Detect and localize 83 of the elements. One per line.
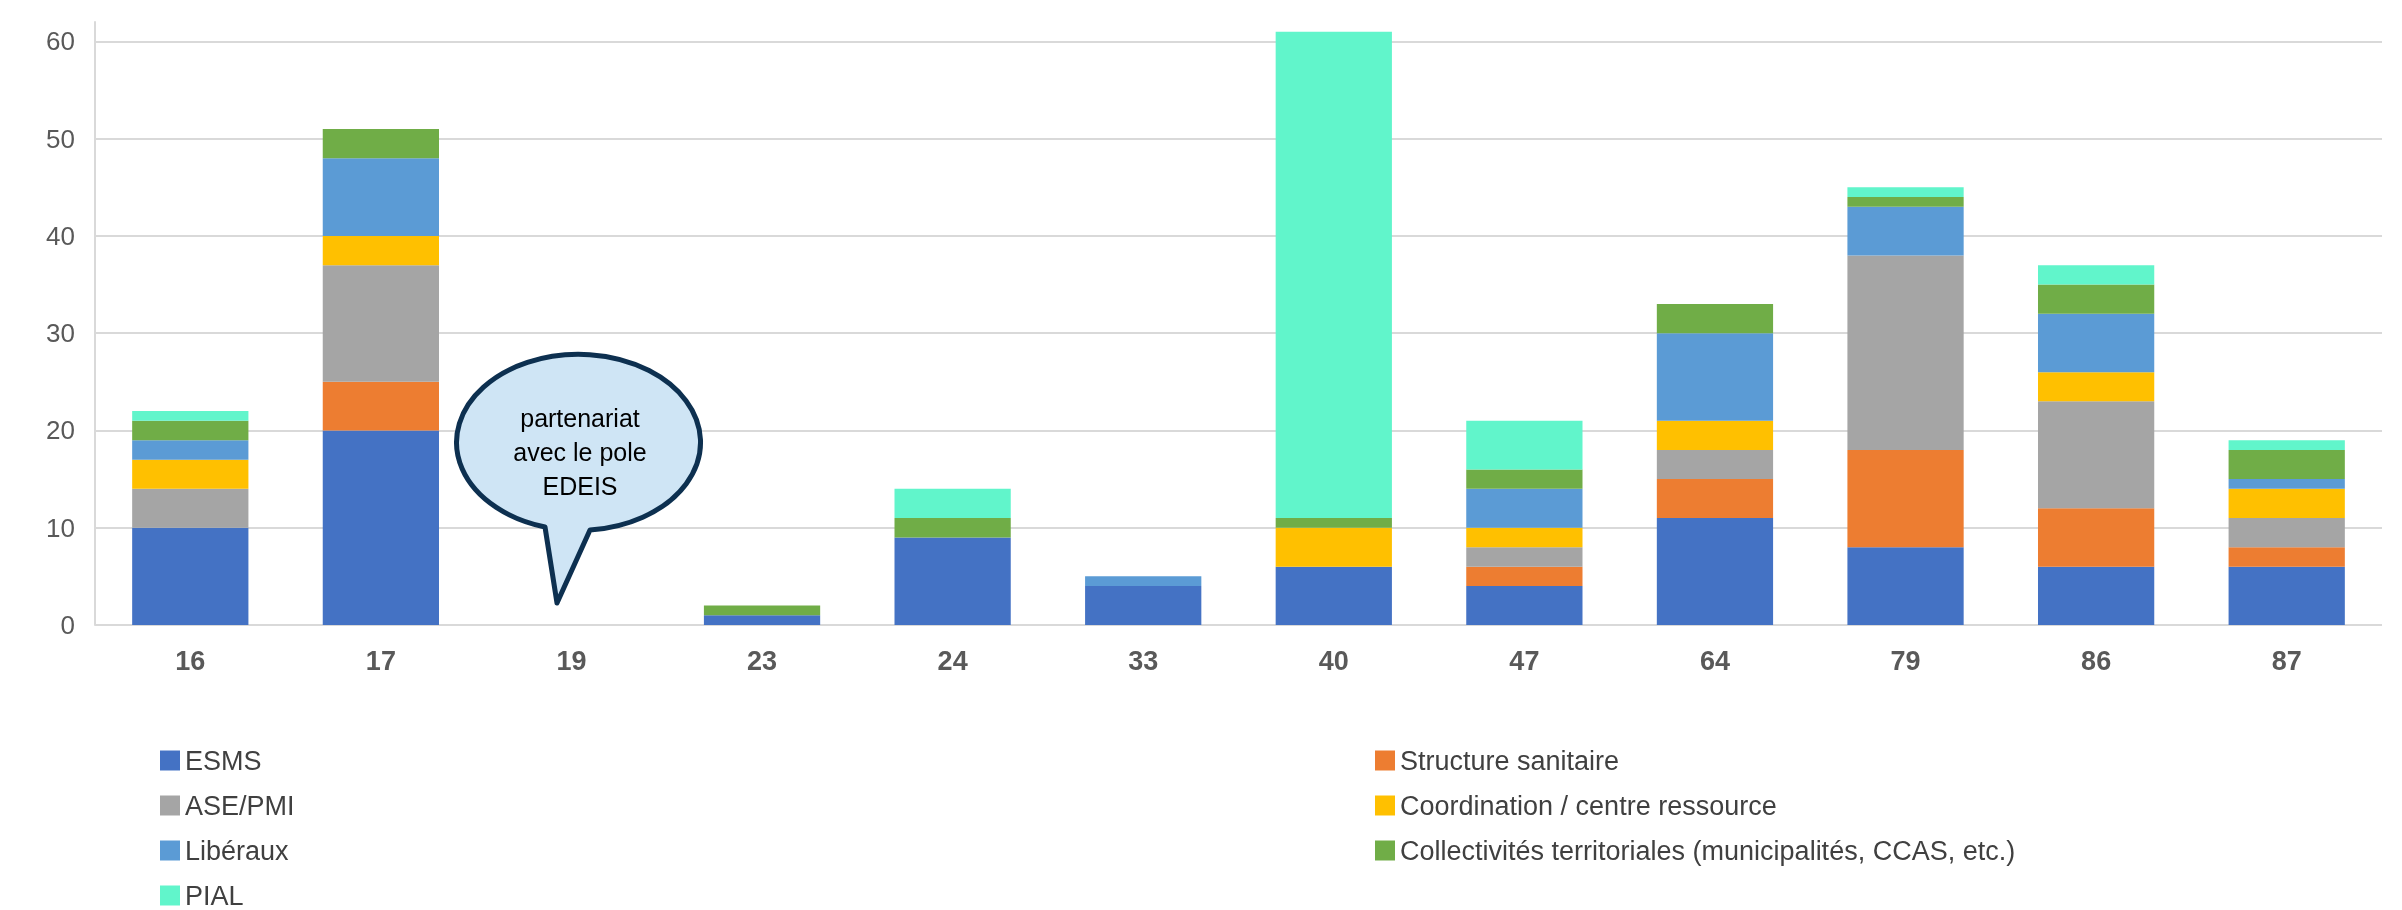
x-tick-label: 23: [747, 645, 778, 676]
bar: [2038, 313, 2155, 373]
legend-label: Structure sanitaire: [1400, 745, 1620, 776]
y-tick-label: 50: [46, 123, 75, 154]
bar: [322, 235, 439, 266]
x-tick-label: 19: [556, 645, 587, 676]
x-tick-label: 40: [1318, 645, 1349, 676]
bar: [132, 411, 249, 421]
annotation: partenariat avec le pole EDEIS: [512, 403, 648, 502]
x-tick-label: 47: [1509, 645, 1540, 676]
x-tick-label: 16: [175, 645, 206, 676]
legend-label: ESMS: [185, 745, 262, 776]
bar: [132, 440, 249, 460]
bar: [132, 527, 249, 625]
bar: [1847, 255, 1964, 450]
bar: [1275, 518, 1392, 528]
bar: [894, 537, 1011, 625]
x-tick-label: 33: [1128, 645, 1159, 676]
bar: [132, 488, 249, 528]
bar: [1847, 547, 1964, 625]
bar: [1847, 187, 1964, 198]
bar: [1656, 449, 1774, 480]
legend-label: PIAL: [185, 880, 244, 910]
bar: [1275, 31, 1392, 519]
legend-label: Libéraux: [185, 835, 290, 866]
bar: [1466, 420, 1583, 470]
bar: [322, 430, 439, 625]
bar: [1466, 547, 1583, 567]
y-tick-label: 40: [46, 220, 75, 251]
legend-label: Collectivités territoriales (municipalités, CCAS, etc.): [1400, 835, 2016, 866]
bar: [2228, 440, 2345, 450]
bar: [1656, 333, 1774, 421]
bar: [322, 265, 439, 382]
x-tick-label: 17: [365, 645, 396, 676]
x-tick-label: 87: [2271, 645, 2302, 676]
bar: [2038, 508, 2155, 567]
y-tick-label: 20: [46, 415, 75, 446]
x-tick-label: 64: [1699, 645, 1730, 676]
bar: [703, 605, 821, 616]
bar: [322, 158, 439, 236]
bar: [1847, 206, 1964, 256]
bar: [2228, 566, 2345, 625]
y-tick-label: 30: [46, 318, 75, 349]
legend-label: ASE/PMI: [185, 790, 295, 821]
y-tick-label: 10: [46, 512, 75, 543]
bar: [1847, 449, 1964, 548]
bar: [2228, 518, 2345, 548]
bar: [703, 615, 821, 625]
bar: [322, 381, 439, 431]
bar: [132, 420, 249, 441]
bar: [1466, 566, 1583, 587]
bar: [894, 488, 1011, 519]
bar: [1085, 576, 1202, 587]
legend-label: Coordination / centre ressource: [1400, 790, 1777, 821]
bar: [2228, 449, 2345, 480]
bar: [2228, 547, 2345, 567]
bar: [2228, 479, 2345, 489]
bar: [1656, 479, 1774, 519]
bar: [1275, 566, 1392, 625]
bar: [1466, 527, 1583, 548]
bar: [1656, 304, 1774, 334]
bar: [132, 459, 249, 489]
bar: [1085, 586, 1202, 625]
bar: [1466, 586, 1583, 625]
bar: [2038, 284, 2155, 314]
x-tick-label: 24: [937, 645, 968, 676]
bar: [1656, 518, 1774, 625]
x-tick-label: 79: [1890, 645, 1921, 676]
bar: [2038, 265, 2155, 285]
bar: [1466, 488, 1583, 528]
y-tick-label: 0: [60, 610, 75, 640]
y-tick-label: 60: [46, 26, 75, 57]
bar: [1275, 527, 1392, 567]
x-tick-label: 86: [2081, 645, 2112, 676]
bar: [2038, 401, 2155, 509]
bar: [2038, 566, 2155, 625]
bar: [2228, 488, 2345, 519]
bar: [1656, 420, 1774, 450]
bar: [322, 128, 439, 159]
bar: [1847, 197, 1964, 207]
bar: [894, 518, 1011, 538]
bar: [2038, 372, 2155, 402]
bar: [1466, 469, 1583, 489]
